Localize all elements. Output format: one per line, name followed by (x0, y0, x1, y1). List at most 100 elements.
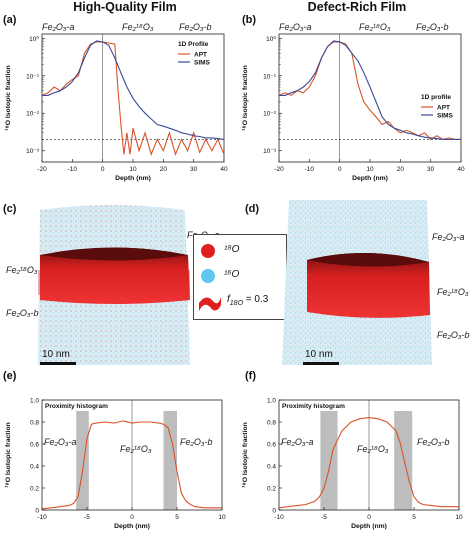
chart-a: -20 -10 0 10 20 30 40 10⁰ 10⁻¹ 10⁻² 10⁻³ Depth (nm)… (5, 22, 228, 182)
x-tick-label: 40 (457, 166, 465, 173)
legend-iso-symbol: f (227, 294, 230, 305)
y-axis-label: ¹⁸O Isotopic fraction (242, 422, 249, 488)
o16-dot-icon (201, 269, 215, 283)
chart-e: -10 -5 0 5 10 0 0.2 0.4 0.6 0.8 1.0 Depth (nm) ¹⁸O I… (5, 398, 226, 531)
x-tick-label: -20 (37, 166, 47, 173)
scale-bar-c (40, 362, 76, 365)
y-tick-label: 10⁰ (266, 35, 276, 43)
y-tick-label: 0.4 (30, 464, 39, 471)
x-tick-label: 20 (160, 166, 168, 173)
legend-entry: SIMS (194, 60, 211, 67)
x-tick-label: 5 (412, 514, 416, 521)
tomography-d (282, 200, 432, 365)
series-line-sims (279, 40, 461, 140)
col-title-right: Defect-Rich Film (307, 0, 407, 14)
phase-label-d-a: Fe₂O₃-a (432, 232, 465, 242)
phase-label-c-b: Fe₂O₃-b (6, 308, 39, 318)
chart-f-plot: -10 -5 0 5 10 0 0.2 0.4 0.6 0.8 1.0 Depth (nm) ¹⁸O I… (242, 398, 463, 531)
scale-bar-d (303, 362, 339, 365)
panel-label-e: (e) (3, 370, 17, 382)
phase-label: Fe₂¹⁸O₃ (357, 444, 389, 454)
series-line-profile (41, 420, 222, 510)
col-title-left: High-Quality Film (73, 0, 177, 14)
chart-e-plot: -10 -5 0 5 10 0 0.2 0.4 0.6 0.8 1.0 Depth (nm) ¹⁸O I… (5, 398, 226, 531)
legend-o16: ¹⁶O (224, 269, 240, 280)
x-tick-label: -5 (321, 514, 327, 521)
phase-label-c-mid: Fe₂¹⁸O₃ (6, 265, 38, 275)
x-tick-label: 0 (101, 166, 105, 173)
x-axis-label: Depth (nm) (115, 175, 151, 182)
panel-label-a: (a) (3, 14, 17, 26)
phase-label-d-b: Fe₂O₃-b (437, 330, 470, 340)
series-line-profile (278, 417, 459, 509)
interface-shade-0 (320, 411, 338, 510)
legend-iso-sub: 18O (229, 300, 244, 307)
phase-label: Fe₂O₃-b (416, 22, 449, 32)
x-tick-label: 0 (130, 514, 134, 521)
phase-label: Fe₂O₃-b (417, 437, 450, 447)
x-tick-label: 5 (175, 514, 179, 521)
y-tick-label: 0.8 (30, 420, 39, 427)
chart-a-plot: -20 -10 0 10 20 30 40 10⁰ 10⁻¹ 10⁻² 10⁻³ Depth (nm)… (5, 22, 228, 182)
y-tick-label: 0 (35, 508, 39, 515)
x-tick-label: -5 (84, 514, 90, 521)
tomography-c (38, 205, 190, 365)
y-tick-label: 0.2 (30, 486, 39, 493)
legend-entry: APT (437, 105, 450, 112)
legend-iso: f18O = 0.3 (227, 294, 268, 307)
phase-label: Fe₂O₃-a (279, 22, 312, 32)
x-tick-label: -20 (274, 166, 284, 173)
phase-label: Fe₂O₃-a (44, 437, 77, 447)
legend-entry: APT (194, 52, 207, 59)
y-tick-label: 10⁻³ (26, 148, 40, 155)
x-axis-label: Depth (nm) (114, 523, 150, 530)
x-tick-label: -10 (274, 514, 284, 521)
legend-entry: SIMS (437, 113, 454, 120)
y-axis-label: ¹⁸O Isotopic fraction (242, 65, 249, 131)
y-tick-label: 10⁻² (26, 111, 40, 118)
tomography-legend: ¹⁸O ¹⁶O f18O = 0.3 (193, 234, 287, 320)
x-tick-label: 10 (455, 514, 463, 521)
proximity-histogram-title: Proximity histogram (45, 403, 108, 410)
panel-label-d: (d) (245, 203, 260, 215)
y-tick-label: 0.4 (267, 464, 276, 471)
scale-label-d: 10 nm (305, 349, 333, 360)
series-line-sims (42, 40, 225, 140)
x-tick-label: 10 (366, 166, 374, 173)
x-tick-label: -10 (68, 166, 78, 173)
legend-o18: ¹⁸O (224, 244, 240, 255)
legend-title: 1D Profile (178, 41, 209, 48)
panel-label-c: (c) (3, 203, 17, 215)
chart-b-plot: -20 -10 0 10 20 30 40 10⁰ 10⁻¹ 10⁻² 10⁻³ Depth (nm)… (242, 22, 465, 182)
x-tick-label: -10 (37, 514, 47, 521)
x-axis-label: Depth (nm) (352, 175, 388, 182)
phase-label: Fe₂¹⁸O₃ (122, 22, 154, 32)
y-tick-label: 0.8 (267, 420, 276, 427)
y-tick-label: 10⁻¹ (263, 73, 277, 80)
y-tick-label: 10⁻² (263, 111, 277, 118)
phase-label: Fe₂O₃-b (179, 22, 212, 32)
y-tick-label: 10⁻³ (263, 148, 277, 155)
o18-dot-icon (201, 244, 215, 258)
y-tick-label: 1.0 (30, 398, 39, 405)
interface-shade-1 (394, 411, 413, 510)
x-tick-label: 30 (427, 166, 435, 173)
chart-b: -20 -10 0 10 20 30 40 10⁰ 10⁻¹ 10⁻² 10⁻³ Depth (nm)… (242, 22, 465, 182)
isosurface-icon (199, 297, 221, 311)
phase-label: Fe₂¹⁸O₃ (359, 22, 391, 32)
phase-label: Fe₂O₃-a (281, 437, 314, 447)
y-tick-label: 0.2 (267, 486, 276, 493)
phase-label: Fe₂O₃-b (180, 437, 213, 447)
legend-title: 1D profile (421, 94, 451, 101)
o18-isosurface-c (40, 247, 190, 304)
x-tick-label: 20 (397, 166, 405, 173)
x-tick-label: 30 (190, 166, 198, 173)
x-tick-label: 40 (220, 166, 228, 173)
interface-shade-1 (163, 411, 177, 510)
phase-label-d-mid: Fe₂¹⁸O₃ (437, 287, 469, 297)
y-tick-label: 1.0 (267, 398, 276, 405)
y-axis-label: ¹⁸O Isotopic fraction (5, 65, 12, 131)
interface-shade-0 (76, 411, 89, 510)
x-tick-label: 0 (338, 166, 342, 173)
y-tick-label: 0 (272, 508, 276, 515)
